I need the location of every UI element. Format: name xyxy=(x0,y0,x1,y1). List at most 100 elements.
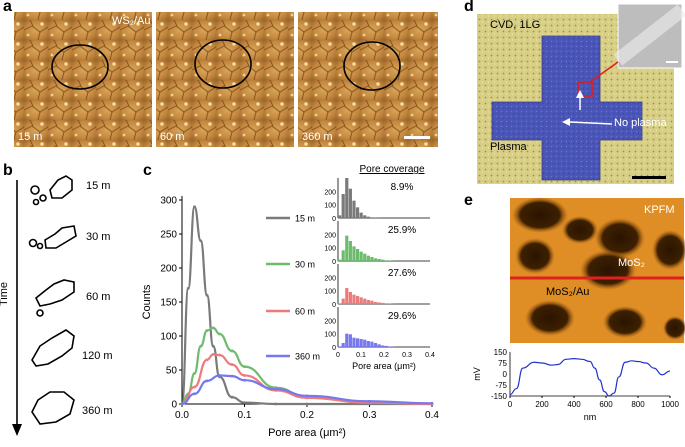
sem-image xyxy=(477,3,685,184)
inset-bar xyxy=(363,215,367,218)
inset-x-axis-label: Pore area (μm²) xyxy=(352,361,416,371)
inset-y-tick-label: 200 xyxy=(324,318,336,325)
mos2-au-label: MoS₂/Au xyxy=(546,286,590,298)
scale-bar xyxy=(404,136,430,139)
inset-bar xyxy=(366,216,370,218)
data-point xyxy=(230,349,234,353)
inset-bar xyxy=(338,259,342,261)
kpfm-profile-line xyxy=(509,357,671,397)
data-point xyxy=(193,392,196,396)
data-point xyxy=(218,374,221,377)
afm-images xyxy=(14,12,438,147)
inset-bar xyxy=(377,302,381,304)
data-point xyxy=(186,287,190,290)
inset-bar xyxy=(355,249,360,261)
kpfm-x-tick-label: 600 xyxy=(599,400,613,409)
data-point xyxy=(230,363,234,366)
data-point xyxy=(274,402,278,406)
inset-bar xyxy=(377,344,381,347)
time-label-b-4: 360 m xyxy=(82,405,113,417)
inset-bar xyxy=(381,345,385,347)
data-point xyxy=(230,374,234,378)
inset-bar xyxy=(359,339,363,347)
data-point xyxy=(305,394,309,398)
legend-label-3: 360 m xyxy=(295,352,320,362)
pore-area-chart: 0 50 100 150 200 250 300 0.0 0.1 0.2 0.3 0.4 Pore ar… xyxy=(141,164,439,439)
x-tick-label: 0.3 xyxy=(363,410,377,421)
data-point xyxy=(205,379,209,383)
inset-bar xyxy=(363,339,367,347)
time-label-b-0: 15 m xyxy=(86,180,111,192)
inset-bar xyxy=(348,188,352,218)
data-point xyxy=(211,326,215,330)
panel-d-label: d xyxy=(464,0,474,15)
inset-bar xyxy=(377,259,381,261)
kpfm-y-tick-label: 75 xyxy=(498,359,507,368)
data-point xyxy=(193,372,196,375)
zoom-box xyxy=(577,81,593,97)
inset-y-tick-label: 100 xyxy=(324,203,336,210)
inset-x-tick-label: 0.1 xyxy=(356,352,366,359)
time-label-a-1: 60 m xyxy=(160,131,185,143)
x-tick-label: 0.4 xyxy=(425,410,439,421)
inset-bar xyxy=(381,259,385,261)
inset-x-tick-label: 0 xyxy=(336,352,340,359)
time-axis-label: Time xyxy=(0,281,11,307)
plasma-label: Plasma xyxy=(490,141,527,153)
inset-y-tick-label: 100 xyxy=(324,246,336,253)
no-plasma-label: No plasma xyxy=(614,117,667,129)
time-label-b-1: 30 m xyxy=(86,231,111,243)
data-point xyxy=(199,344,203,348)
data-point xyxy=(243,401,246,405)
coverage-value-3: 29.6% xyxy=(388,311,416,322)
inset-y-tick-label: 200 xyxy=(324,232,336,239)
y-tick-label: 300 xyxy=(160,196,177,207)
time-arrow-icon xyxy=(12,424,22,436)
inset-bar xyxy=(370,300,374,304)
inset-y-tick-label: 200 xyxy=(324,189,336,196)
data-point xyxy=(305,396,309,400)
inset-bar xyxy=(373,343,378,347)
inset-bar xyxy=(341,343,345,347)
y-tick-label: 0 xyxy=(171,400,177,411)
inset-bar xyxy=(384,303,388,304)
series-line-3 xyxy=(181,374,433,406)
inset-bar xyxy=(359,212,363,218)
kpfm-y-tick-label: -150 xyxy=(491,392,508,401)
inset-bar xyxy=(388,346,392,347)
inset-bar xyxy=(366,300,370,304)
inset-bar xyxy=(352,200,356,218)
scale-bar-d xyxy=(632,176,666,179)
kpfm-y-tick-label: -75 xyxy=(495,381,507,390)
inset-y-tick-label: 0 xyxy=(332,345,336,352)
kpfm-x-tick-label: 0 xyxy=(508,400,513,409)
inset-bar xyxy=(355,207,360,218)
time-label-b-3: 120 m xyxy=(82,350,113,362)
kpfm-x-tick-label: 200 xyxy=(535,400,549,409)
pore-outlines xyxy=(12,175,77,436)
inset-bar xyxy=(345,333,349,347)
arrow-icon xyxy=(562,118,570,126)
inset-bar xyxy=(345,235,349,261)
inset-x-tick-label: 0.2 xyxy=(379,352,389,359)
inset-bar xyxy=(359,297,363,304)
panel-a: a W xyxy=(0,0,450,160)
inset-bar xyxy=(341,250,345,261)
inset-y-tick-label: 100 xyxy=(324,332,336,339)
x-tick-label: 0.2 xyxy=(300,410,314,421)
x-tick-label: 0.0 xyxy=(175,410,189,421)
panel-c-label: c xyxy=(143,162,152,179)
inset-title: Pore coverage xyxy=(359,164,424,175)
inset-bar xyxy=(359,251,363,261)
inset-bar xyxy=(384,260,388,261)
inset-bar xyxy=(352,294,356,304)
inset-x-tick-label: 0.3 xyxy=(402,352,412,359)
afm-image-60m xyxy=(156,12,294,147)
inset-bar xyxy=(366,341,370,347)
legend-label-2: 60 m xyxy=(295,307,315,317)
kpfm-y-tick-label: 0 xyxy=(503,370,508,379)
data-point xyxy=(205,329,209,332)
sample-label: WS₂/Au xyxy=(112,15,151,27)
inset-bar xyxy=(370,341,374,347)
inset-bar xyxy=(366,255,370,261)
